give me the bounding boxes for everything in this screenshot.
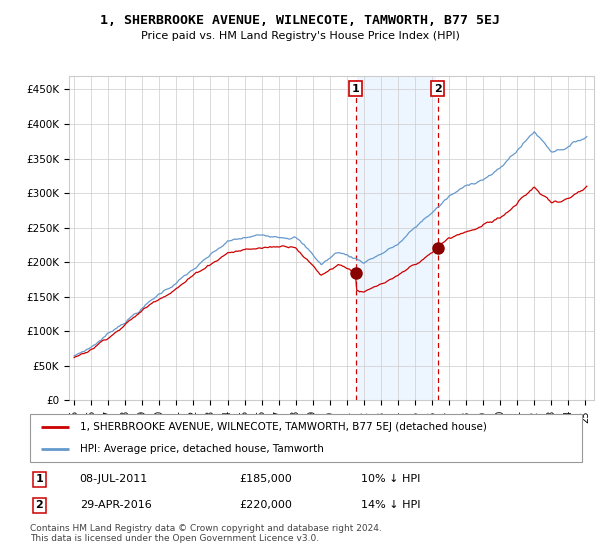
Text: 1, SHERBROOKE AVENUE, WILNECOTE, TAMWORTH, B77 5EJ: 1, SHERBROOKE AVENUE, WILNECOTE, TAMWORT…: [100, 14, 500, 27]
Text: 2: 2: [35, 501, 43, 510]
Text: 1: 1: [352, 84, 359, 94]
Text: £185,000: £185,000: [240, 474, 293, 484]
Text: Contains HM Land Registry data © Crown copyright and database right 2024.
This d: Contains HM Land Registry data © Crown c…: [30, 524, 382, 543]
Text: 14% ↓ HPI: 14% ↓ HPI: [361, 501, 421, 510]
Text: 1: 1: [35, 474, 43, 484]
Text: £220,000: £220,000: [240, 501, 293, 510]
Text: HPI: Average price, detached house, Tamworth: HPI: Average price, detached house, Tamw…: [80, 444, 323, 454]
Text: 08-JUL-2011: 08-JUL-2011: [80, 474, 148, 484]
Text: 1, SHERBROOKE AVENUE, WILNECOTE, TAMWORTH, B77 5EJ (detached house): 1, SHERBROOKE AVENUE, WILNECOTE, TAMWORT…: [80, 422, 487, 432]
Text: Price paid vs. HM Land Registry's House Price Index (HPI): Price paid vs. HM Land Registry's House …: [140, 31, 460, 41]
Text: 2: 2: [434, 84, 442, 94]
Text: 29-APR-2016: 29-APR-2016: [80, 501, 151, 510]
FancyBboxPatch shape: [30, 414, 582, 462]
Text: 10% ↓ HPI: 10% ↓ HPI: [361, 474, 421, 484]
